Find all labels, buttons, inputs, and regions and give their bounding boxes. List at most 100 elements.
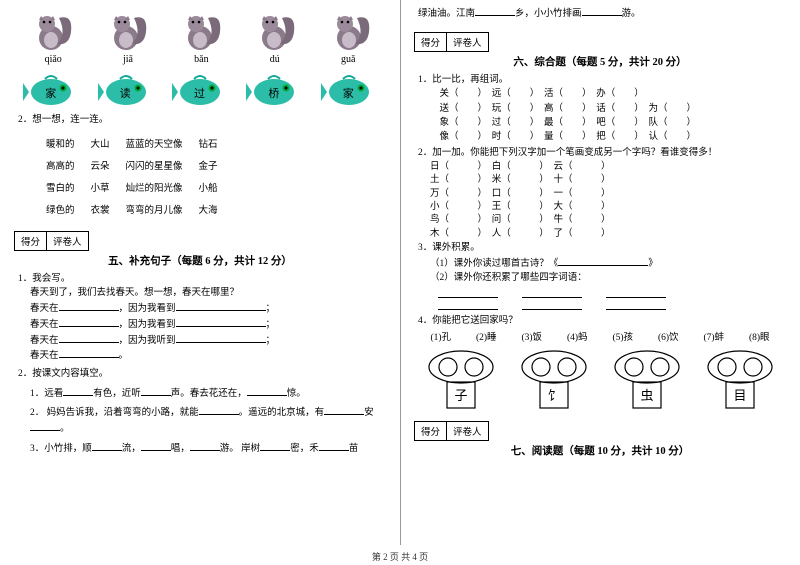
fill-line: 3．小竹排，顺流，唱，游。 岸树密，禾苗 <box>30 441 386 457</box>
match-cell: 弯弯的月儿像 <box>126 199 197 219</box>
hanzi-row: 木（ ） 人（ ） 了（ ） <box>430 228 786 241</box>
squirrel-icon <box>102 10 150 52</box>
section6-title: 六、综合题（每题 5 分，共计 20 分） <box>414 54 786 69</box>
svg-text:饣: 饣 <box>547 388 560 403</box>
squirrel-icon <box>250 10 298 52</box>
fish-char: 家 <box>343 85 354 101</box>
match-cell: 云朵 <box>91 155 124 175</box>
top-continuation: 绿油油。江南乡，小小竹排画游。 <box>418 6 786 22</box>
match-table: 暖和的大山蓝蓝的天空像钻石 高高的云朵闪闪的星星像金子 雪白的小草灿烂的阳光像小… <box>44 131 234 221</box>
mushroom-icon: 子 <box>426 349 496 411</box>
mushroom-row: 子 饣 虫 目 <box>414 349 786 411</box>
match-cell: 衣裳 <box>91 199 124 219</box>
fish-char: 读 <box>120 85 131 101</box>
q5-1-intro: 春天到了，我们去找春天。想一想，春天在哪里？ <box>30 286 386 301</box>
section5-title: 五、补充句子（每题 6 分，共计 12 分） <box>14 253 386 268</box>
fill-line: 春天在，因为我看到； <box>30 301 386 317</box>
page-footer: 第 2 页 共 4 页 <box>0 550 800 563</box>
q6-1: 1．比一比，再组词。 <box>418 73 786 88</box>
match-cell: 大山 <box>91 133 124 153</box>
q6-3-1: （1）课外你读过哪首古诗？《》 <box>430 256 786 272</box>
score-label: 评卷人 <box>447 33 488 51</box>
hanzi-row: 小（ ） 王（ ） 大（ ） <box>430 201 786 214</box>
score-label: 评卷人 <box>447 422 488 440</box>
fish-icon: 桥 <box>246 73 302 111</box>
q6-3: 3．课外积累。 <box>418 241 786 256</box>
section7-title: 七、阅读题（每题 10 分，共计 10 分） <box>414 443 786 458</box>
paren-row: 关（ ） 远（ ） 活（ ） 办（ ） <box>430 87 786 101</box>
svg-text:虫: 虫 <box>640 388 653 403</box>
paren-row: 象（ ） 过（ ） 最（ ） 吧（ ） 队（ ） <box>430 116 786 130</box>
squirrel-row <box>14 10 386 52</box>
match-cell: 绿色的 <box>46 199 89 219</box>
match-cell: 钻石 <box>199 133 232 153</box>
idiom-blanks <box>438 300 786 310</box>
fill-line: 春天在，因为我听到； <box>30 333 386 349</box>
score-label: 得分 <box>415 33 447 51</box>
paren-row: 像（ ） 时（ ） 量（ ） 把（ ） 认（ ） <box>430 130 786 144</box>
fill-line: 2． 妈妈告诉我，沿着弯弯的小路，就能。遥远的北京城，有安 <box>30 405 386 421</box>
score-label: 得分 <box>415 422 447 440</box>
score-box: 得分 评卷人 <box>414 32 489 52</box>
match-cell: 暖和的 <box>46 133 89 153</box>
char-item: (1)孔 <box>430 329 451 343</box>
q6-3-2: （2）课外你还积累了哪些四字词语： <box>430 271 786 286</box>
pinyin: guǎ <box>341 54 355 65</box>
q2-title: 2．想一想，连一连。 <box>18 113 386 128</box>
char-item: (8)眼 <box>749 329 770 343</box>
char-item: (2)睡 <box>476 329 497 343</box>
match-cell: 小草 <box>91 177 124 197</box>
char-item: (4)蚂 <box>567 329 588 343</box>
mushroom-icon: 饣 <box>519 349 589 411</box>
pinyin: qiǎo <box>45 54 62 65</box>
paren-row: 送（ ） 玩（ ） 高（ ） 话（ ） 为（ ） <box>430 102 786 116</box>
char-item: (5)孩 <box>612 329 633 343</box>
fish-icon: 过 <box>172 73 228 111</box>
score-box: 得分 评卷人 <box>14 231 89 251</box>
idiom-blanks <box>438 288 786 298</box>
hanzi-row: 日（ ） 白（ ） 云（ ） <box>430 161 786 174</box>
char-item: (6)饮 <box>658 329 679 343</box>
match-cell: 灿烂的阳光像 <box>126 177 197 197</box>
match-cell: 金子 <box>199 155 232 175</box>
fish-char: 家 <box>45 85 56 101</box>
fish-icon: 读 <box>98 73 154 111</box>
fish-char: 过 <box>194 85 205 101</box>
left-column: qiǎo jiā bǎn dú guǎ 家 读 过 桥 家 2．想一想，连一连。… <box>0 0 400 545</box>
q5-2: 2．按课文内容填空。 <box>18 367 386 382</box>
match-cell: 雪白的 <box>46 177 89 197</box>
match-cell: 高高的 <box>46 155 89 175</box>
squirrel-icon <box>27 10 75 52</box>
score-label: 得分 <box>15 232 47 250</box>
q6-2: 2．加一加。你能把下列汉字加一个笔画变成另一个字吗？看谁变得多！ <box>418 146 786 161</box>
char-item: (7)蚌 <box>703 329 724 343</box>
q5-1: 1．我会写。 <box>18 272 386 287</box>
pinyin-row: qiǎo jiā bǎn dú guǎ <box>14 54 386 65</box>
score-label: 评卷人 <box>47 232 88 250</box>
fish-row: 家 读 过 桥 家 <box>14 73 386 111</box>
hanzi-row: 鸟（ ） 问（ ） 牛（ ） <box>430 214 786 227</box>
match-cell: 大海 <box>199 199 232 219</box>
squirrel-icon <box>176 10 224 52</box>
char-item: (3)饭 <box>521 329 542 343</box>
pinyin: bǎn <box>194 54 208 65</box>
match-cell: 闪闪的星星像 <box>126 155 197 175</box>
fill-line: 春天在，因为我看到； <box>30 317 386 333</box>
match-cell: 蓝蓝的天空像 <box>126 133 197 153</box>
mushroom-label: 子 <box>454 388 467 403</box>
pinyin: jiā <box>123 54 133 65</box>
fill-line: 春天在。 <box>30 348 386 364</box>
fish-char: 桥 <box>268 85 279 101</box>
q6-4: 4．你能把它送回家吗？ <box>418 314 786 329</box>
hanzi-row: 土（ ） 米（ ） 十（ ） <box>430 174 786 187</box>
mushroom-icon: 虫 <box>612 349 682 411</box>
pinyin: dú <box>270 54 280 65</box>
char-row: (1)孔 (2)睡 (3)饭 (4)蚂 (5)孩 (6)饮 (7)蚌 (8)眼 <box>418 329 782 343</box>
squirrel-icon <box>325 10 373 52</box>
mushroom-icon: 目 <box>705 349 775 411</box>
match-cell: 小船 <box>199 177 232 197</box>
fish-icon: 家 <box>321 73 377 111</box>
fill-line: 。 <box>30 421 386 437</box>
fish-icon: 家 <box>23 73 79 111</box>
svg-text:目: 目 <box>733 388 746 403</box>
